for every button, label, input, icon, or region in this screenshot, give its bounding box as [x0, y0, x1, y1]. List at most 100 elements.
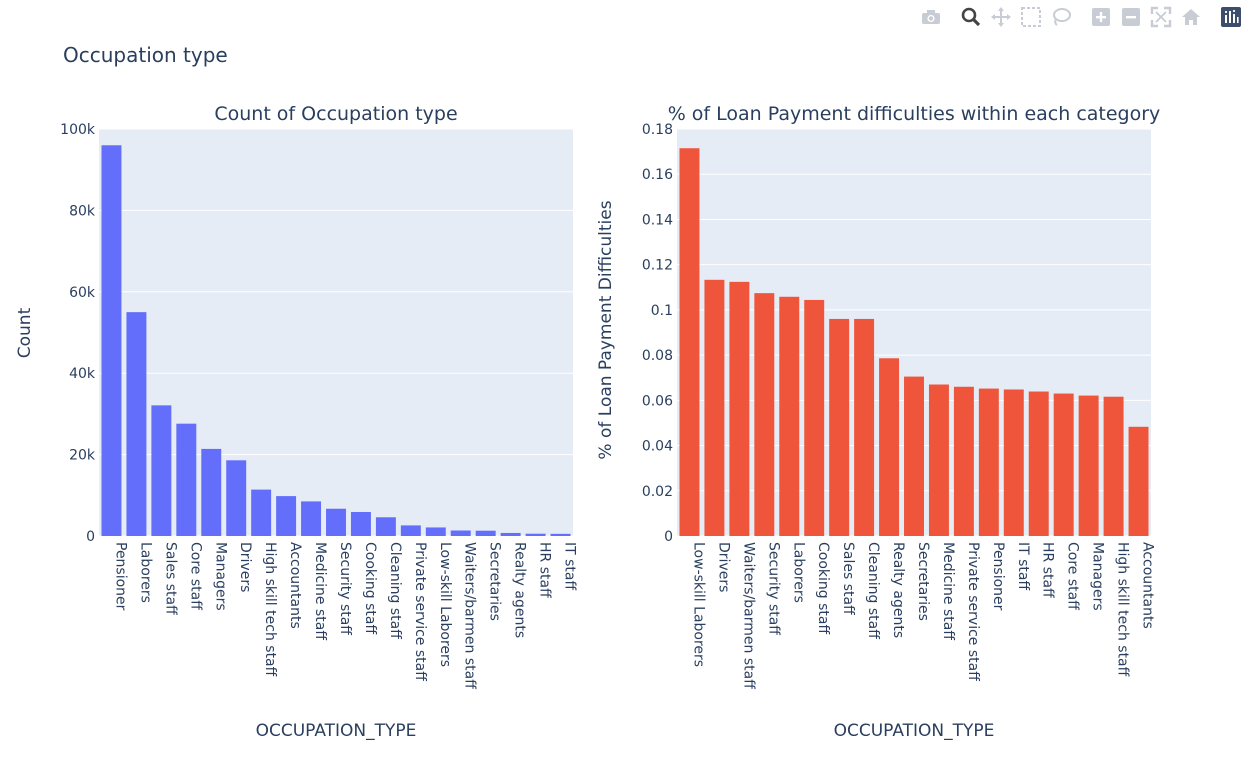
difficulty-bar-security-staff[interactable] — [754, 293, 775, 536]
difficulty-bar-realty-agents[interactable] — [879, 358, 900, 536]
count-bar-sales-staff[interactable] — [151, 405, 172, 536]
difficulty-bar-medicine-staff[interactable] — [928, 384, 949, 536]
count-x-tick-label: Medicine staff — [312, 542, 328, 640]
difficulty-x-tick-label: Laborers — [790, 542, 806, 603]
count-y-tick-label: 0 — [86, 529, 95, 545]
count-bar-core-staff[interactable] — [176, 423, 197, 536]
count-x-tick-label: Drivers — [237, 542, 253, 592]
difficulty-bar-secretaries[interactable] — [904, 376, 924, 536]
difficulty-y-tick-label: 0.06 — [642, 393, 673, 409]
count-bar-security-staff[interactable] — [326, 508, 346, 536]
difficulty-bar-high-skill-tech-staff[interactable] — [1103, 396, 1124, 536]
count-bar-realty-agents[interactable] — [500, 532, 521, 536]
count-bar-secretaries[interactable] — [475, 530, 496, 536]
difficulty-x-tick-label: Pensioner — [990, 542, 1006, 611]
difficulty-chart: % of Loan Payment difficulties within ea… — [596, 103, 1160, 741]
zoom-icon[interactable] — [960, 6, 982, 28]
count-x-tick-label: Low-skill Laborers — [437, 542, 453, 667]
count-bar-medicine-staff[interactable] — [301, 501, 322, 536]
autoscale-icon[interactable] — [1150, 6, 1172, 28]
difficulty-x-tick-label: Low-skill Laborers — [690, 542, 706, 667]
count-chart-title: Count of Occupation type — [214, 103, 457, 125]
difficulty-x-tick-label: Managers — [1090, 542, 1106, 611]
count-x-tick-label: Managers — [212, 542, 228, 611]
count-chart-ylabel: Count — [15, 307, 35, 358]
count-bar-cleaning-staff[interactable] — [375, 517, 396, 536]
count-bar-drivers[interactable] — [226, 460, 247, 536]
difficulty-x-tick-label: Cleaning staff — [865, 542, 881, 639]
difficulty-bar-it-staff[interactable] — [1003, 389, 1024, 536]
count-bar-waiters-barmen-staff[interactable] — [450, 530, 471, 536]
count-x-tick-label: Cleaning staff — [387, 542, 403, 639]
zoom-out-icon[interactable] — [1120, 6, 1142, 28]
difficulty-y-tick-label: 0.08 — [642, 348, 673, 364]
difficulty-bar-accountants[interactable] — [1128, 426, 1149, 536]
count-bar-private-service-staff[interactable] — [400, 525, 421, 536]
count-x-tick-label: Security staff — [337, 542, 353, 635]
difficulty-y-tick-label: 0.14 — [642, 212, 673, 228]
count-bar-managers[interactable] — [201, 448, 222, 536]
difficulty-y-tick-label: 0.1 — [651, 303, 673, 319]
difficulty-chart-ylabel: % of Loan Payment Difficulties — [596, 200, 616, 459]
difficulty-bar-cleaning-staff[interactable] — [854, 318, 875, 536]
figure-title: Occupation type — [63, 43, 228, 67]
difficulty-y-tick-label: 0.16 — [642, 167, 673, 183]
count-x-tick-label: Accountants — [287, 542, 303, 629]
difficulty-x-tick-label: Cooking staff — [815, 542, 831, 634]
count-x-tick-label: HR staff — [537, 542, 553, 598]
reset-axes-icon[interactable] — [1180, 6, 1202, 28]
difficulty-x-tick-label: Private service staff — [965, 542, 981, 681]
count-bar-accountants[interactable] — [276, 496, 297, 536]
difficulty-chart-title: % of Loan Payment difficulties within ea… — [668, 103, 1161, 125]
difficulty-bar-pensioner[interactable] — [978, 388, 999, 536]
difficulty-x-tick-label: Security staff — [765, 542, 781, 635]
difficulty-bar-waiters-barmen-staff[interactable] — [729, 281, 750, 536]
box-select-icon[interactable] — [1020, 6, 1042, 28]
pan-icon[interactable] — [990, 6, 1012, 28]
difficulty-bar-core-staff[interactable] — [1053, 393, 1074, 536]
difficulty-y-tick-label: 0.18 — [642, 122, 673, 138]
count-bar-cooking-staff[interactable] — [350, 511, 371, 536]
count-x-tick-label: Waiters/barmen staff — [462, 542, 478, 689]
difficulty-x-tick-label: IT staff — [1015, 542, 1031, 590]
count-x-tick-label: IT staff — [562, 542, 578, 590]
difficulty-x-tick-label: Realty agents — [890, 542, 906, 638]
difficulty-chart-xlabel: OCCUPATION_TYPE — [834, 721, 995, 741]
difficulty-bar-drivers[interactable] — [704, 279, 725, 536]
count-x-tick-label: Pensioner — [112, 542, 128, 611]
lasso-select-icon[interactable] — [1050, 6, 1072, 28]
count-x-tick-label: Secretaries — [487, 542, 503, 621]
difficulty-x-tick-label: Waiters/barmen staff — [740, 542, 756, 689]
count-bar-it-staff[interactable] — [550, 533, 571, 536]
count-x-tick-label: Sales staff — [162, 542, 178, 615]
difficulty-bar-laborers[interactable] — [779, 296, 800, 536]
count-y-tick-label: 60k — [69, 285, 96, 301]
difficulty-bar-sales-staff[interactable] — [829, 318, 850, 536]
difficulty-y-tick-label: 0.04 — [642, 439, 673, 455]
plotly-logo-icon[interactable] — [1220, 6, 1242, 28]
difficulty-bar-cooking-staff[interactable] — [804, 299, 825, 536]
difficulty-bar-private-service-staff[interactable] — [953, 386, 974, 536]
zoom-in-icon[interactable] — [1090, 6, 1112, 28]
difficulty-bar-managers[interactable] — [1078, 395, 1099, 536]
count-y-tick-label: 20k — [69, 448, 96, 464]
difficulty-bar-low-skill-laborers[interactable] — [679, 148, 700, 536]
difficulty-y-tick-label: 0.02 — [642, 484, 673, 500]
count-chart-xlabel: OCCUPATION_TYPE — [256, 721, 417, 741]
count-bar-low-skill-laborers[interactable] — [425, 527, 446, 536]
camera-icon[interactable] — [920, 6, 942, 28]
count-y-tick-label: 100k — [60, 122, 96, 138]
count-bar-laborers[interactable] — [126, 312, 147, 536]
count-bar-high-skill-tech-staff[interactable] — [251, 489, 272, 536]
difficulty-x-tick-label: High skill tech staff — [1115, 542, 1131, 677]
difficulty-x-tick-label: Medicine staff — [940, 542, 956, 640]
difficulty-x-tick-label: Secretaries — [915, 542, 931, 621]
difficulty-x-tick-label: HR staff — [1040, 542, 1056, 598]
difficulty-x-tick-label: Accountants — [1140, 542, 1156, 629]
difficulty-y-tick-label: 0.12 — [642, 258, 673, 274]
count-bar-hr-staff[interactable] — [525, 533, 546, 536]
count-bar-pensioner[interactable] — [101, 145, 122, 536]
difficulty-bar-hr-staff[interactable] — [1028, 391, 1049, 536]
count-x-tick-label: Cooking staff — [362, 542, 378, 634]
